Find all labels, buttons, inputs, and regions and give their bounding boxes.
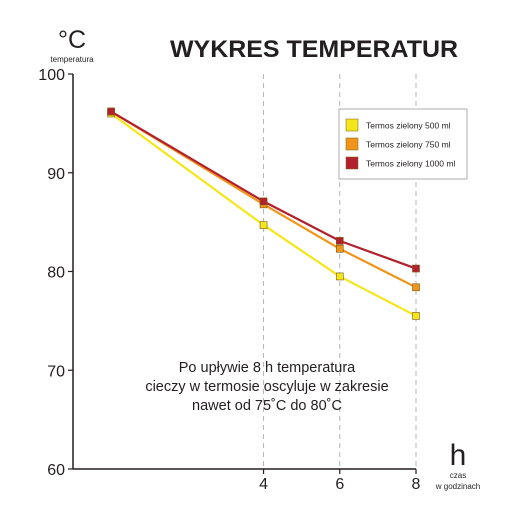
series-line-2 [110, 110, 417, 289]
legend-swatch-2 [345, 137, 359, 151]
y-tick-label-60: 60 [47, 462, 65, 479]
chart-annotation: Po upływie 8 h temperatura cieczy w termo… [145, 360, 388, 414]
series-1-point-4 [412, 312, 420, 320]
series-2-point-3 [335, 244, 344, 253]
annotation-line-1: Po upływie 8 h temperatura [179, 360, 356, 376]
x-tick-label-6: 6 [335, 476, 344, 493]
series-3-point-3 [335, 237, 344, 245]
legend: Termos zielony 500 ml Termos zielony 750 … [338, 108, 468, 180]
x-axis-unit-label: h [450, 439, 467, 472]
series-line-1 [110, 112, 417, 317]
series-3-point-2 [259, 197, 268, 206]
legend-swatch-1 [345, 118, 359, 132]
x-tick-label-4: 4 [259, 476, 268, 493]
legend-swatch-3 [345, 156, 359, 170]
annotation-line-3: nawet od 75˚C do 80˚C [192, 398, 342, 414]
y-tick-label-100: 100 [38, 67, 65, 84]
series-line-3 [110, 110, 417, 270]
x-axis-title-line-1: czas [450, 471, 466, 480]
axes: 60 70 80 90 100 4 6 8 [38, 67, 420, 493]
legend-box [338, 108, 468, 180]
x-axis-title-line-2: w godzinach [435, 482, 480, 491]
series-3-point-1 [107, 107, 115, 116]
annotation-line-2: cieczy w termosie oscyluje w zakresie [145, 379, 388, 395]
x-tick-label-8: 8 [412, 476, 421, 493]
y-axis-title: temperatura [50, 55, 94, 64]
y-axis-unit-label: °C [58, 26, 86, 54]
series-2-point-4 [412, 283, 420, 292]
legend-label-3: Termos zielony 1000 ml [366, 159, 455, 169]
y-tick-label-80: 80 [47, 265, 65, 282]
chart-title: WYKRES TEMPERATUR [170, 36, 458, 63]
series-1-point-2 [259, 221, 268, 229]
y-tick-label-70: 70 [47, 363, 65, 380]
legend-label-2: Termos zielony 750 ml [366, 140, 451, 150]
series-1-point-3 [335, 272, 344, 281]
series-3-point-4 [412, 264, 420, 273]
legend-label-1: Termos zielony 500 ml [366, 121, 451, 131]
y-tick-label-90: 90 [47, 166, 65, 183]
series-lines [107, 107, 420, 320]
